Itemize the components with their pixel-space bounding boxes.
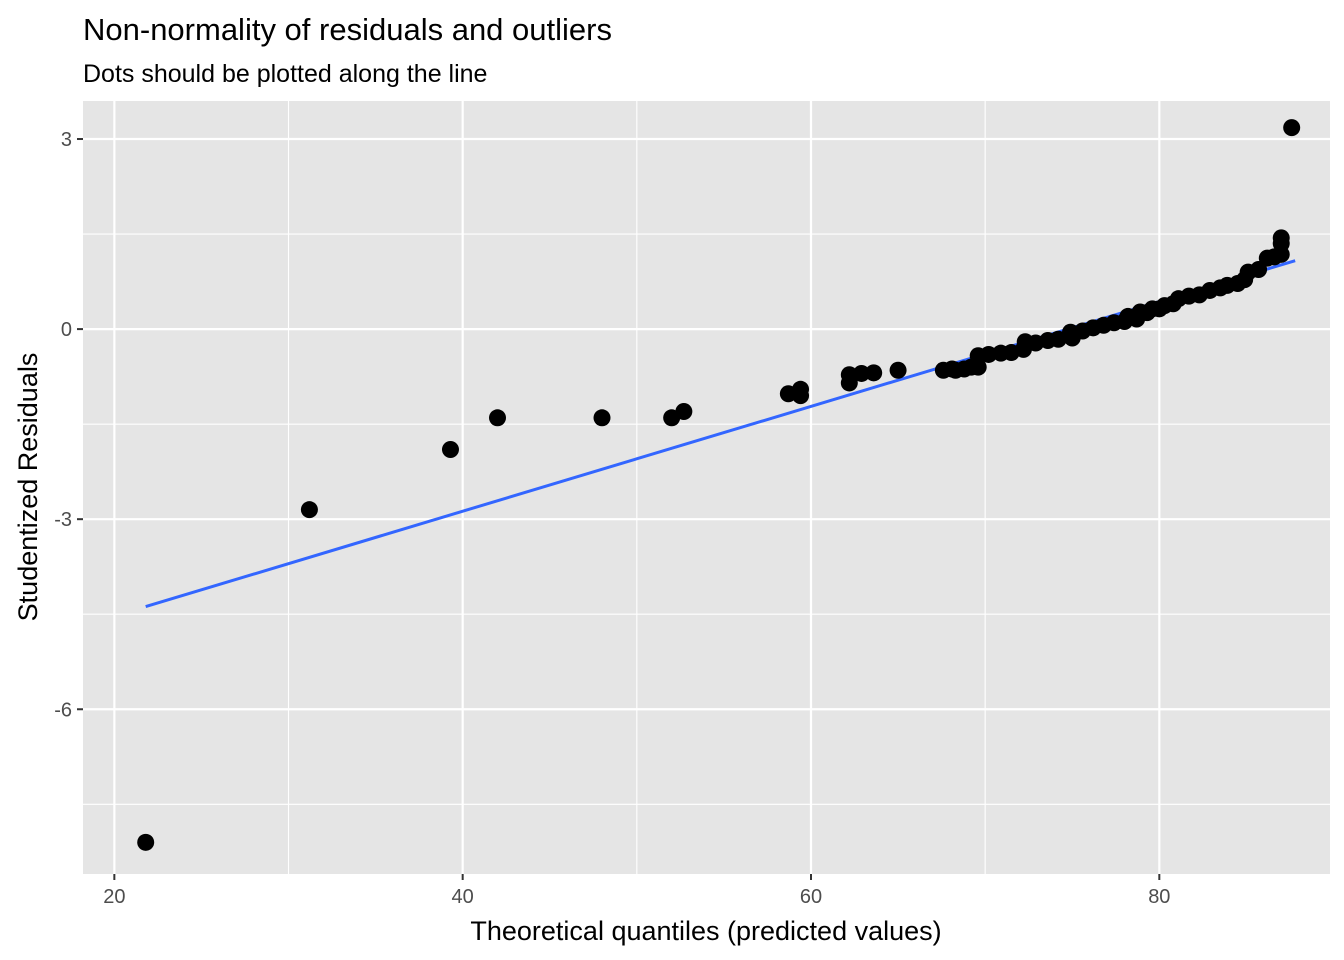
grid-minor xyxy=(83,101,1330,874)
points-group xyxy=(137,119,1301,851)
x-axis-title: Theoretical quantiles (predicted values) xyxy=(470,916,941,946)
y-tick-label: -6 xyxy=(54,699,72,721)
x-tick-label: 20 xyxy=(103,886,125,908)
data-point xyxy=(675,402,693,420)
y-tick-label: 3 xyxy=(61,129,72,151)
data-point xyxy=(593,409,611,427)
data-point xyxy=(889,361,907,379)
data-point xyxy=(853,364,871,382)
chart-subtitle: Dots should be plotted along the line xyxy=(83,60,487,88)
data-point xyxy=(865,364,883,382)
data-point xyxy=(441,440,459,458)
x-tick-label: 60 xyxy=(800,886,822,908)
x-tick-label: 40 xyxy=(452,886,474,908)
y-tick-label: -3 xyxy=(54,509,72,531)
data-point xyxy=(1283,119,1301,137)
plot-panel xyxy=(83,101,1330,874)
y-tick-label: 0 xyxy=(61,319,72,341)
x-tick-label: 80 xyxy=(1148,886,1170,908)
data-point xyxy=(792,380,810,398)
y-axis: -6 -3 0 3 xyxy=(54,129,83,721)
chart-title: Non-normality of residuals and outliers xyxy=(83,12,612,47)
data-point xyxy=(1272,229,1290,247)
data-point xyxy=(137,833,155,851)
x-axis: 20 40 60 80 xyxy=(103,874,1170,908)
y-axis-title: Studentized Residuals xyxy=(13,353,43,622)
data-point xyxy=(489,409,507,427)
data-point xyxy=(300,501,318,519)
